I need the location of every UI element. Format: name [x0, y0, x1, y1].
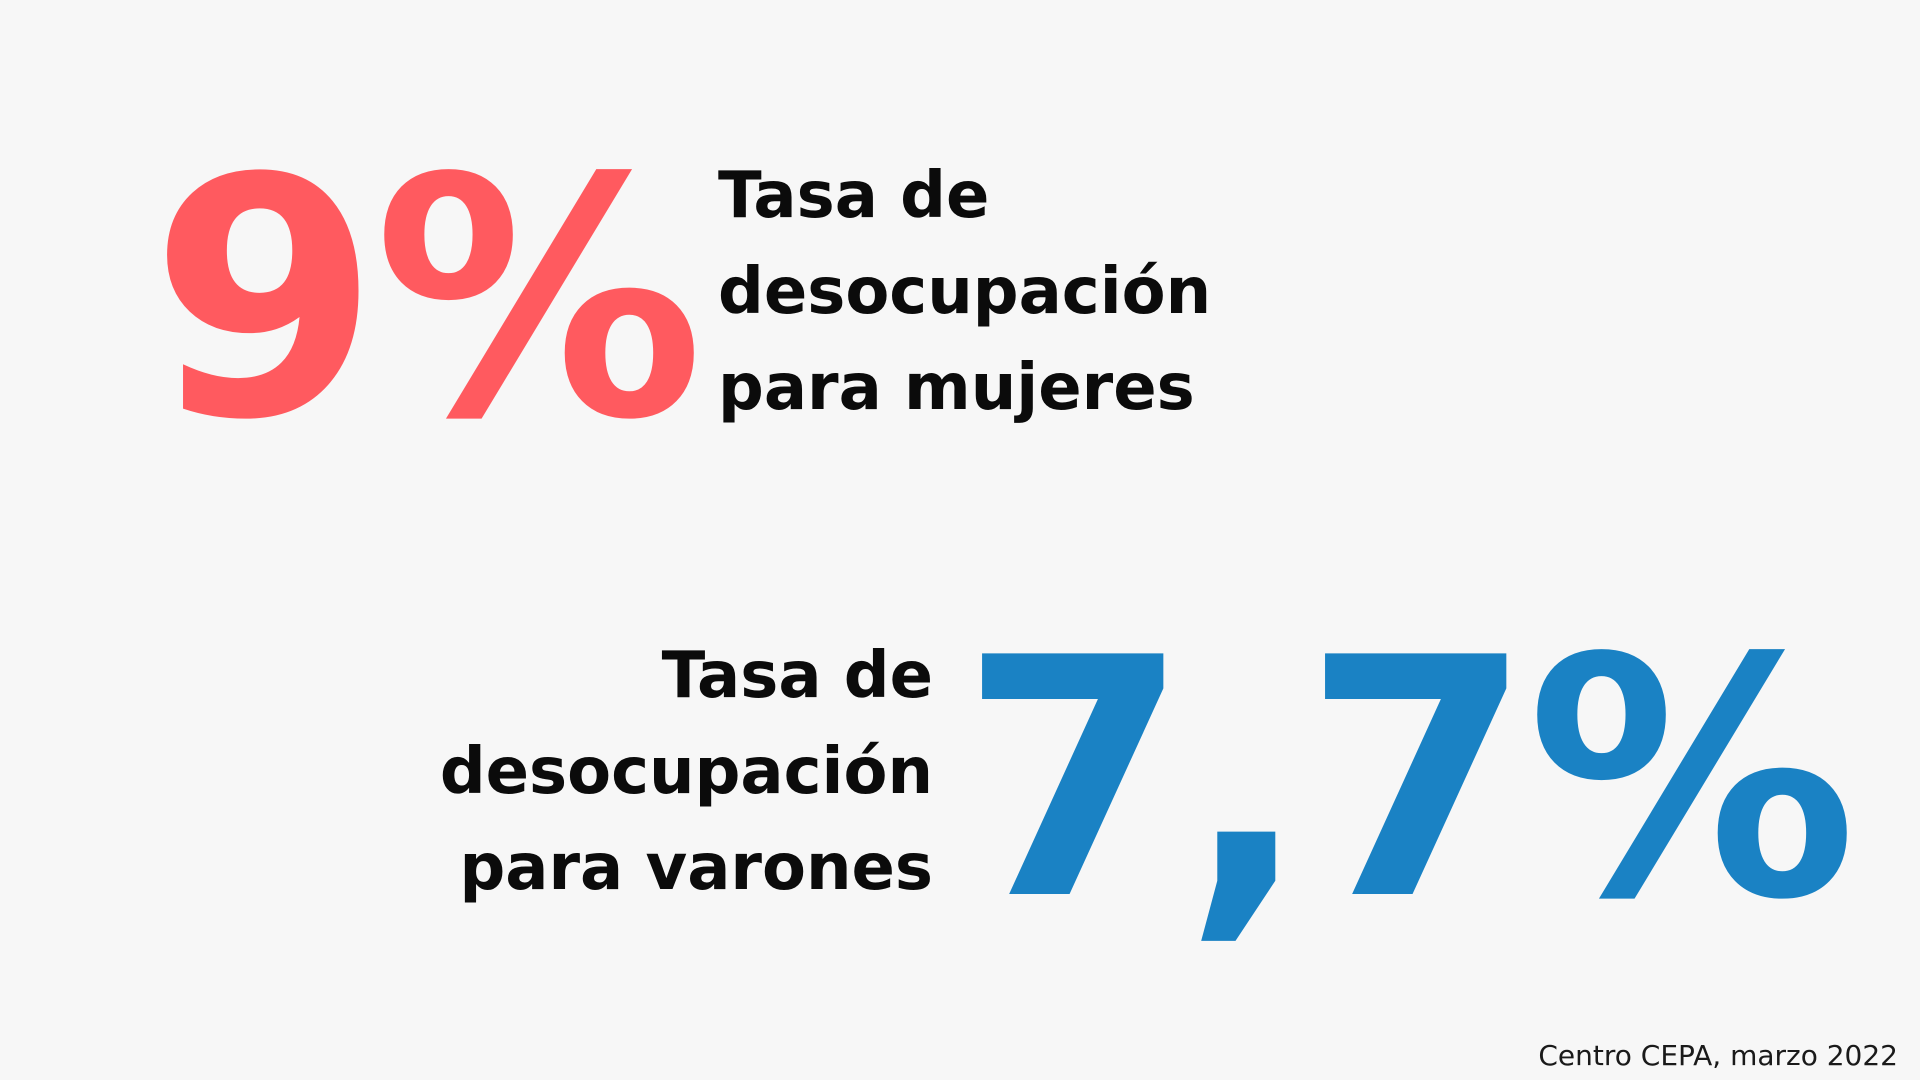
women-label-line-1: Tasa de: [718, 159, 990, 233]
men-unemployment-label: Tasa de desocupación para varones: [440, 628, 933, 916]
men-label-line-3: para varones: [459, 831, 933, 905]
men-unemployment-rate-value: 7,7%: [960, 588, 1857, 972]
women-label-line-2: desocupación: [718, 255, 1212, 329]
men-label-line-1: Tasa de: [661, 639, 933, 713]
women-unemployment-rate-value: 9%: [150, 108, 704, 492]
women-unemployment-label: Tasa de desocupación para mujeres: [718, 148, 1211, 436]
men-label-line-2: desocupación: [439, 735, 933, 809]
source-credit: Centro CEPA, marzo 2022: [1538, 1039, 1898, 1072]
women-label-line-3: para mujeres: [718, 351, 1195, 425]
